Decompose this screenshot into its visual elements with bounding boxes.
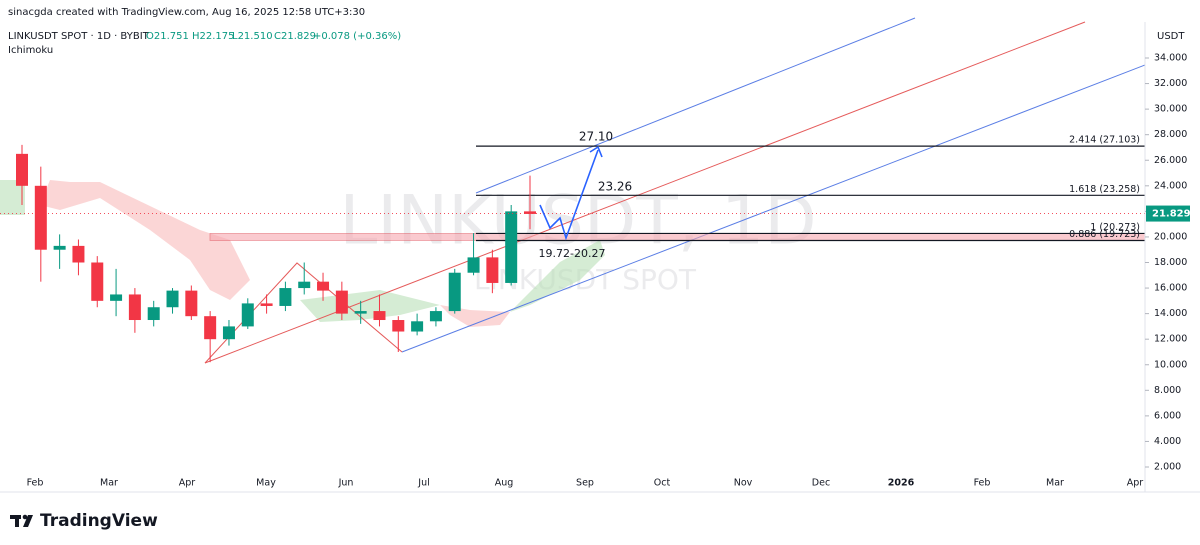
candle-body [429, 311, 442, 322]
candle-body [467, 257, 480, 273]
price-tick-label: 12.000 [1154, 334, 1187, 345]
candle-body [34, 185, 47, 250]
candle-body [91, 262, 104, 301]
candle-body [128, 294, 141, 321]
time-tick-label: Jul [417, 478, 429, 489]
candle-body [204, 316, 217, 340]
time-tick-label: Dec [812, 478, 830, 489]
symbol: LINKUSDT SPOT · 1D · BYBIT [8, 31, 150, 42]
credit: sinacgda created with TradingView.com, A… [8, 7, 365, 18]
channel-median [204, 21, 1086, 364]
indicator: Ichimoku [8, 45, 53, 56]
price-tick-label: 30.000 [1154, 104, 1187, 115]
candle-body [72, 245, 85, 263]
cloud [100, 182, 250, 300]
price-tick-label: 26.000 [1154, 155, 1187, 166]
pitchfork-handle [204, 262, 403, 364]
time-tick-label: Mar [100, 478, 118, 489]
price-tick-label: 34.000 [1154, 53, 1187, 64]
price-tick-label: 6.000 [1154, 410, 1181, 421]
candle-body [279, 288, 292, 306]
projection-arrow [539, 149, 599, 241]
currency: USDT [1157, 31, 1185, 42]
candle-body [110, 294, 123, 301]
ohlc-change: +0.078 (+0.36%) [313, 31, 401, 42]
price-tick-label: 28.000 [1154, 129, 1187, 140]
cloud [40, 180, 100, 210]
candle-body [317, 281, 330, 291]
cloud [300, 290, 440, 322]
annotation: 27.10 [579, 130, 613, 144]
candle-body [166, 290, 179, 308]
price-tick-label: 14.000 [1154, 308, 1187, 319]
channel-lower [401, 64, 1146, 353]
time-tick-label: Nov [734, 478, 753, 489]
candle-body [448, 272, 461, 312]
price-tick-label: 10.000 [1154, 359, 1187, 370]
ohlc-high: H22.175 [192, 31, 235, 42]
channel-upper [475, 17, 916, 194]
fib-label: 0.886 (19.723) [1069, 229, 1140, 240]
time-tick-label: Sep [576, 478, 594, 489]
candle-body [298, 281, 311, 289]
time-tick-label: May [256, 478, 276, 489]
candle-body [392, 320, 405, 332]
ohlc-close: C21.829 [274, 31, 316, 42]
candle-body [505, 211, 518, 283]
cloud [0, 180, 25, 215]
price-tick-label: 16.000 [1154, 283, 1187, 294]
ohlc-open: O21.751 [146, 31, 189, 42]
candle-body [354, 311, 367, 314]
price-tick-label: 24.000 [1154, 180, 1187, 191]
price-tick-label: 2.000 [1154, 462, 1181, 473]
price-tick-label: 4.000 [1154, 436, 1181, 447]
arrow-head [589, 145, 603, 158]
candle-body [222, 326, 235, 340]
last-price-box [1146, 205, 1190, 222]
time-tick-label: Apr [179, 478, 196, 489]
candle-body [185, 290, 198, 317]
time-tick-label: Feb [27, 478, 44, 489]
time-tick-label: Oct [654, 478, 671, 489]
candle-body [411, 321, 424, 332]
time-tick-label: 2026 [888, 478, 915, 489]
fib-label: 1 (20.273) [1090, 222, 1140, 233]
candle-body [260, 303, 273, 306]
candle-body [486, 257, 499, 283]
fib-label: 1.618 (23.258) [1069, 184, 1140, 195]
time-tick-label: Apr [1127, 478, 1144, 489]
time-tick-label: Feb [974, 478, 991, 489]
annotation: 19.72-20.27 [539, 247, 606, 260]
candle-body [241, 303, 254, 327]
candle-body [16, 153, 28, 186]
annotation: 23.26 [598, 180, 632, 194]
candle-body [335, 290, 348, 314]
candle-body [147, 307, 160, 321]
price-tick-label: 20.000 [1154, 231, 1187, 242]
candle-body [373, 311, 386, 321]
cloud [510, 240, 605, 312]
candle-body [524, 211, 536, 214]
last-price-label: 21.829 [1152, 209, 1191, 220]
price-tick-label: 32.000 [1154, 78, 1187, 89]
price-tick-label: 18.000 [1154, 257, 1187, 268]
brand: TradingView [40, 511, 158, 531]
candle-body [53, 245, 66, 250]
fib-label: 2.414 (27.103) [1069, 135, 1140, 146]
price-tick-label: 8.000 [1154, 385, 1181, 396]
zone [209, 233, 1146, 241]
time-tick-label: Mar [1046, 478, 1064, 489]
time-tick-label: Jun [338, 478, 354, 489]
ohlc-low: L21.510 [232, 31, 273, 42]
logo [10, 514, 33, 527]
time-tick-label: Aug [495, 478, 514, 489]
